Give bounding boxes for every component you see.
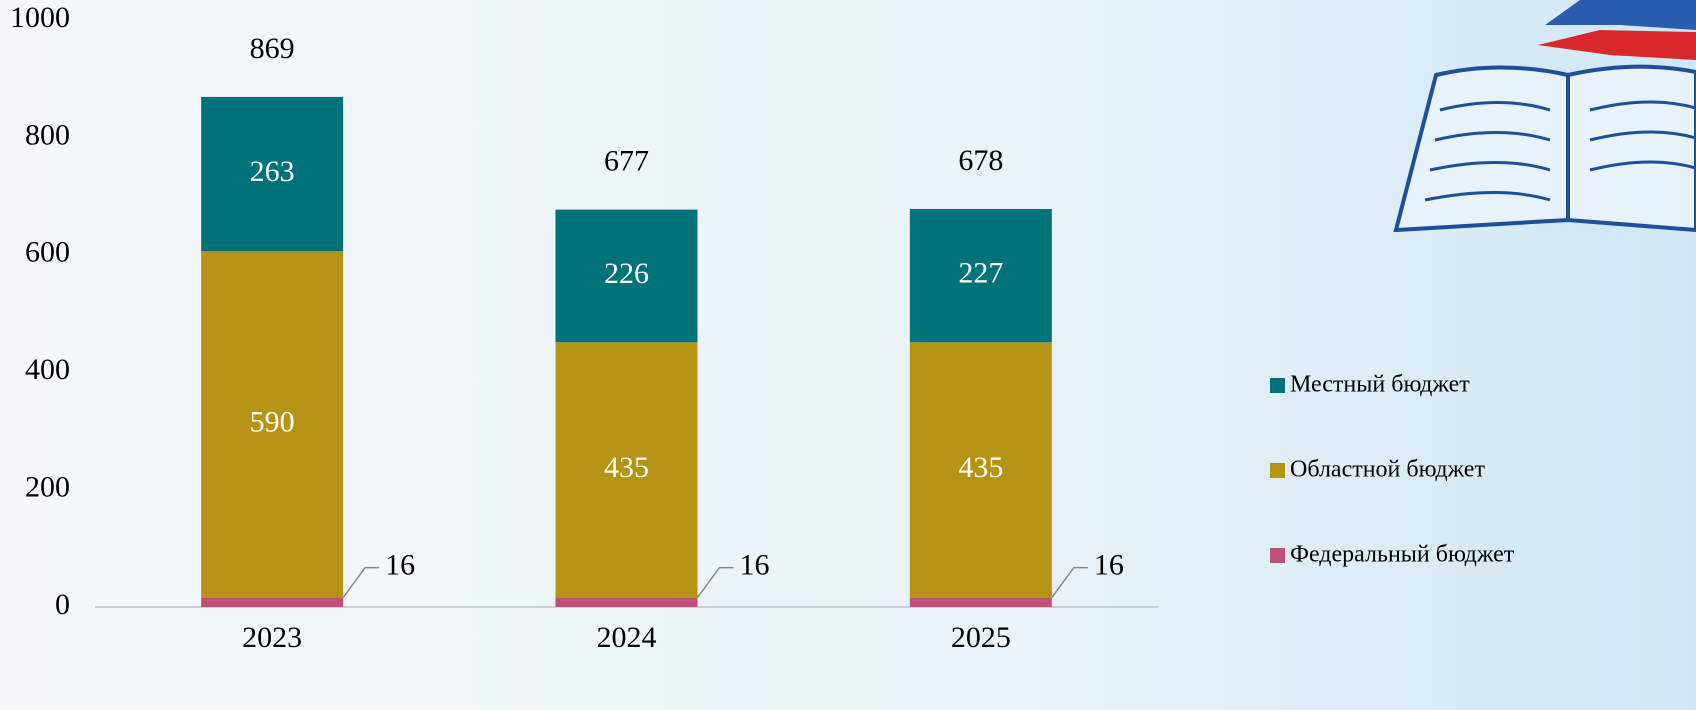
y-tick-label: 400 <box>25 353 70 386</box>
data-label: 16 <box>1094 548 1124 581</box>
x-tick-label: 2023 <box>242 621 302 654</box>
y-tick-label: 0 <box>55 588 70 621</box>
legend-swatch <box>1270 463 1285 478</box>
data-label: 435 <box>604 451 649 484</box>
total-label: 678 <box>958 144 1003 177</box>
legend-swatch <box>1270 548 1285 563</box>
data-label: 263 <box>250 155 295 188</box>
y-tick-label: 800 <box>25 118 70 151</box>
total-label: 677 <box>604 144 649 177</box>
data-label: 435 <box>958 451 1003 484</box>
legend-label: Местный бюджет <box>1290 372 1470 398</box>
x-tick-label: 2025 <box>951 621 1011 654</box>
data-label: 227 <box>958 257 1003 290</box>
x-tick-label: 2024 <box>597 621 657 654</box>
legend-label: Федеральный бюджет <box>1290 542 1515 568</box>
data-label: 590 <box>250 405 295 438</box>
data-label: 226 <box>604 257 649 290</box>
chart: 0 200 400 600 800 1000 2023 16 590 263 869 2024 16 43… <box>0 0 1696 710</box>
y-tick-label: 200 <box>25 470 70 503</box>
legend-label: Областной бюджет <box>1290 457 1485 483</box>
total-label: 869 <box>250 32 295 65</box>
data-label: 16 <box>385 548 415 581</box>
y-tick-label: 600 <box>25 236 70 269</box>
bar-segment <box>556 598 698 607</box>
y-tick-label: 1000 <box>10 1 70 34</box>
data-label: 16 <box>740 548 770 581</box>
bar-segment <box>910 598 1052 607</box>
legend-swatch <box>1270 378 1285 393</box>
bar-segment <box>201 598 343 607</box>
